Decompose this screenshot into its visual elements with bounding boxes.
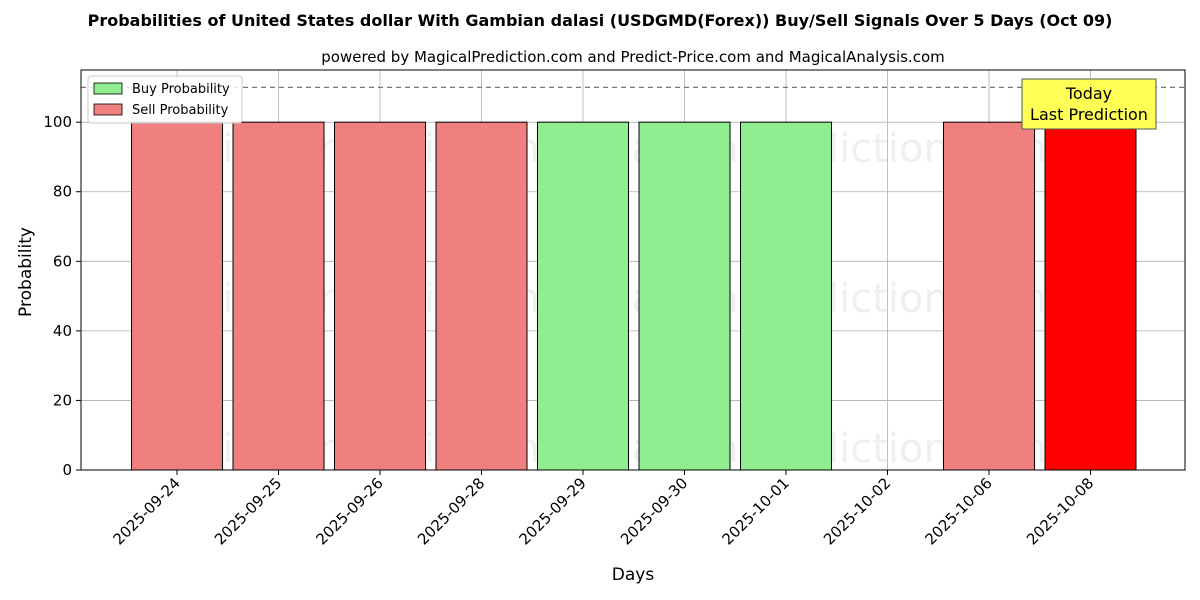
plot-frame [80,69,1186,471]
x-tick-label: 2025-09-28 [414,474,488,548]
bar-buy-2025-09-30 [638,121,731,471]
y-tick-label: 0 [62,461,72,479]
bar-buy-2025-10-01 [740,121,832,471]
bar-sell-2025-10-06 [943,121,1035,471]
y-tick-label: 20 [53,391,72,409]
annotation-line-today: Today [1065,84,1112,103]
y-tick-label: 80 [53,183,72,201]
bar-sell-2025-09-25 [232,121,325,471]
annotation-line-last-prediction: Last Prediction [1030,105,1148,124]
legend: Buy Probability Sell Probability [87,75,243,124]
x-axis-label: Days [612,565,655,585]
bars [131,121,1137,471]
x-tick-label: 2025-09-29 [515,474,589,548]
chart-subtitle: powered by MagicalPrediction.com and Pre… [321,48,945,66]
legend-box [87,75,243,124]
bar-buy-2025-09-29 [537,121,629,471]
x-tick-label: 2025-10-01 [718,474,792,548]
legend-swatch-buy [93,82,123,95]
annotation-box [1021,78,1157,130]
x-tick-label: 2025-10-08 [1023,474,1097,548]
bar-sell-2025-10-08 [1044,121,1137,471]
x-tick-label: 2025-09-24 [109,474,183,548]
x-tick-label: 2025-10-02 [820,474,894,548]
y-tick-label: 100 [43,113,72,131]
y-axis-label: Probability [16,227,36,317]
bar-sell-2025-09-26 [334,121,426,471]
x-tick-label: 2025-10-06 [921,474,995,548]
x-tick-label: 2025-09-25 [211,474,285,548]
today-annotation: Today Last Prediction [1021,78,1157,130]
x-tick-label: 2025-09-26 [312,474,386,548]
bar-sell-2025-09-24 [131,121,223,471]
y-tick-label: 60 [53,252,72,270]
y-tick-label: 40 [53,322,72,340]
legend-label-sell: Sell Probability [132,103,229,118]
chart-title: Probabilities of United States dollar Wi… [88,11,1113,30]
y-axis-ticks: 0 20 40 60 80 100 [43,113,81,479]
x-tick-label: 2025-09-30 [617,474,691,548]
legend-label-buy: Buy Probability [132,82,230,97]
bar-sell-2025-09-28 [435,121,528,471]
legend-swatch-sell [93,103,123,116]
x-axis-ticks: 2025-09-24 2025-09-25 2025-09-26 2025-09-28… [109,470,1097,548]
